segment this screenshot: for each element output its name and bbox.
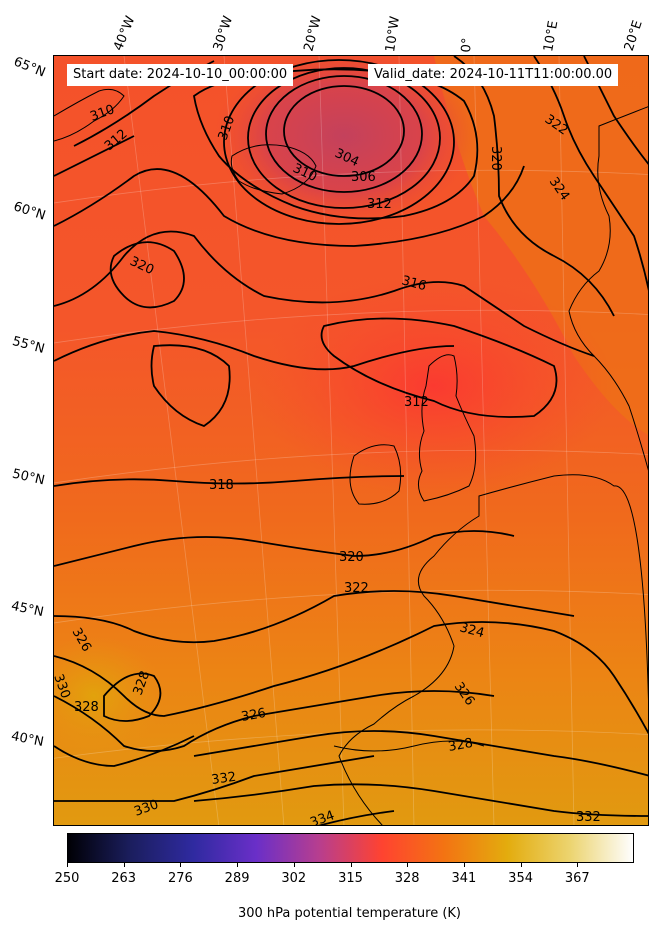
colorbar-tick — [237, 863, 239, 867]
contour-label: 320 — [488, 146, 503, 171]
colorbar-tick — [577, 863, 579, 867]
cold-core-low — [214, 56, 474, 226]
latitude-label: 50°N — [10, 466, 47, 489]
coastlines — [54, 88, 648, 825]
colorbar-tick-label: 315 — [338, 871, 363, 886]
contour-label: 332 — [576, 810, 601, 825]
colorbar-tick-label: 302 — [281, 871, 307, 886]
valid-date-label: Valid_date: 2024-10-11T11:00:00.00 — [368, 64, 619, 86]
start-date-label: Start date: 2024-10-10_00:00:00 — [67, 64, 294, 86]
contour-label: 316 — [400, 273, 428, 294]
colorbar-tick — [407, 863, 409, 867]
latitude-label: 65°N — [11, 54, 48, 81]
colorbar-tick-label: 263 — [111, 871, 137, 886]
colorbar-title: 300 hPa potential temperature (K) — [237, 906, 461, 921]
colorbar-tick — [463, 863, 465, 867]
colorbar-tick — [123, 863, 125, 867]
longitude-label: 20°W — [301, 14, 325, 53]
contour-label: 328 — [447, 736, 474, 755]
longitude-label: 40°W — [111, 14, 139, 53]
contour-label: 320 — [339, 550, 364, 565]
latitude-label: 60°N — [11, 199, 48, 224]
colorbar-tick-label: 354 — [508, 871, 533, 886]
contour-label: 318 — [209, 478, 234, 493]
contour-label: 332 — [210, 770, 237, 788]
colorbar-tick-label: 289 — [224, 871, 250, 886]
colorbar-tick — [520, 863, 522, 867]
contour-lines — [54, 56, 648, 825]
latitude-label: 55°N — [10, 334, 47, 357]
colorbar-tick-label: 367 — [564, 871, 590, 886]
colorbar-tick-label: 328 — [394, 871, 420, 886]
latitude-label: 45°N — [9, 598, 45, 621]
map-panel: 310 312 310 304 306 310 312 320 316 312 … — [53, 55, 649, 826]
contour-label: 312 — [367, 197, 392, 212]
potential-temperature-map: 310 312 310 304 306 310 312 320 316 312 … — [54, 56, 648, 825]
contour-label: 312 — [404, 395, 429, 410]
longitude-label: 20°E — [621, 18, 646, 53]
contour-label: 324 — [458, 620, 486, 641]
longitude-label: 30°W — [210, 14, 237, 53]
longitude-label: 0° — [459, 37, 476, 53]
colorbar — [67, 833, 634, 863]
colorbar-tick — [293, 863, 295, 867]
latitude-label: 40°N — [9, 729, 45, 750]
colorbar-tick-label: 250 — [54, 871, 80, 886]
longitude-label: 10°W — [383, 15, 403, 53]
contour-label: 306 — [351, 170, 376, 185]
longitude-label: 10°E — [541, 19, 562, 54]
colorbar-tick-label: 341 — [451, 871, 477, 886]
contour-label: 322 — [344, 581, 369, 596]
colorbar-tick — [180, 863, 182, 867]
colorbar-tick — [67, 863, 68, 867]
colorbar-tick — [350, 863, 352, 867]
colorbar-tick-label: 276 — [167, 871, 193, 886]
red-ridge-area — [254, 276, 614, 496]
contour-label: 328 — [74, 700, 99, 715]
contour-label: 326 — [240, 706, 267, 725]
